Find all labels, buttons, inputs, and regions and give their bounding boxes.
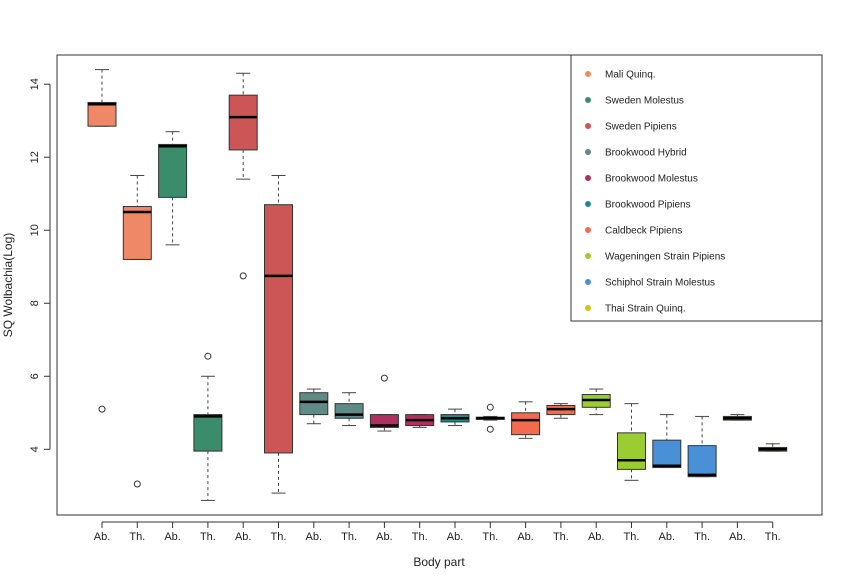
box-body [264,204,293,454]
x-tick-label: Th. [694,531,710,543]
outlier-point [133,480,141,488]
box-12 [475,403,505,433]
y-tick-label: 12 [29,151,41,163]
outlier-point [239,272,247,280]
x-tick-label: Th. [482,531,498,543]
legend-marker [585,253,591,259]
y-tick-label: 8 [29,300,41,306]
y-axis: 4 6 8 10 12 14 [29,78,51,452]
x-tick-label: Ab. [376,531,393,543]
legend: Mali Quinq. Sweden Molestus Sweden Pipiens… [570,54,823,322]
box-10 [405,414,435,428]
x-tick-label: Ab. [306,531,323,543]
box-16 [617,403,646,481]
box-4 [193,352,223,501]
y-axis-title: SQ Wolbachia(Log) [1,233,15,338]
box-20 [758,443,788,452]
box-2 [122,174,152,488]
legend-label: Brookwood Pipiens [605,200,691,211]
box-body [511,412,541,436]
box-body [193,414,223,452]
box-19 [722,414,752,421]
legend-frame [570,54,823,322]
box-body [299,392,329,416]
box-3 [158,131,188,246]
outlier-point [98,405,106,413]
x-tick-label: Th. [341,531,357,543]
box-11 [440,408,470,427]
box-17 [652,414,682,469]
box-18 [687,415,717,478]
box-body [687,445,717,478]
legend-marker [585,201,591,207]
legend-marker [585,97,591,103]
box-9 [369,374,399,432]
box-body [334,403,364,419]
x-tick-label: Ab. [164,531,181,543]
outlier-point [486,403,494,411]
box-body [122,206,152,260]
x-tick-label: Ab. [659,531,676,543]
box-6 [264,174,293,494]
box-14 [546,403,576,419]
x-tick-label: Ab. [447,531,464,543]
legend-marker [585,279,591,285]
legend-label: Sweden Molestus [605,96,684,107]
box-body [228,94,258,151]
x-tick-label: Th. [200,531,216,543]
legend-marker [585,227,591,233]
outlier-point [486,425,494,433]
legend-marker [585,71,591,77]
legend-label: Wageningen Strain Pipiens [605,252,725,263]
box-15 [581,388,611,416]
x-tick-label: Ab. [235,531,252,543]
x-tick-label: Th. [129,531,145,543]
x-tick-label: Ab. [729,531,746,543]
legend-label: Brookwood Hybrid [605,148,687,159]
x-tick-label: Th. [412,531,428,543]
box-body [158,143,188,198]
x-tick-label: Th. [765,531,781,543]
x-tick-label: Ab. [94,531,111,543]
y-tick-label: 10 [29,224,41,236]
x-tick-label: Ab. [517,531,534,543]
box-7 [299,388,329,425]
legend-marker [585,175,591,181]
legend-label: Caldbeck Pipiens [605,226,682,237]
box-5 [228,72,258,280]
x-tick-label: Th. [553,531,569,543]
x-axis-title: Body part [413,555,465,569]
y-tick-label: 6 [29,373,41,379]
outlier-point [204,352,212,360]
x-tick-label: Th. [271,531,287,543]
box-13 [511,401,541,439]
box-body [369,414,399,428]
legend-label: Mali Quinq. [605,70,656,81]
box-8 [334,392,364,427]
legend-marker [585,123,591,129]
y-tick-label: 14 [29,78,41,90]
box-series [87,69,788,501]
box-body [617,432,646,470]
legend-marker [585,305,591,311]
x-tick-label: Th. [624,531,640,543]
x-axis: Ab. Th. Ab. Th. Ab. Th. Ab. Th. Ab. Th. Ab. Th. Ab. T… [94,521,781,543]
legend-label: Brookwood Molestus [605,174,698,185]
y-tick-label: 4 [29,446,41,452]
legend-label: Sweden Pipiens [605,122,677,133]
legend-label: Schiphol Strain Molestus [605,278,715,289]
legend-label: Thai Strain Quinq. [605,304,686,315]
x-tick-label: Ab. [588,531,605,543]
outlier-point [380,374,388,382]
box-1 [87,69,117,413]
legend-marker [585,149,591,155]
box-body [87,101,117,127]
box-body [652,439,682,469]
